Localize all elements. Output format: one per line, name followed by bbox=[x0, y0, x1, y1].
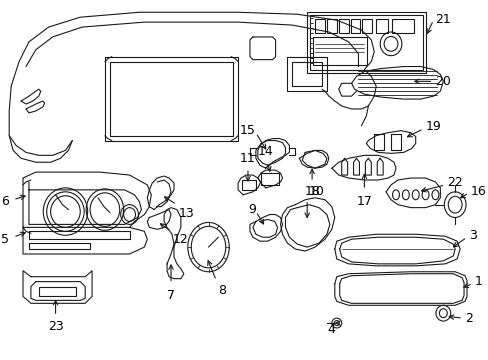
Bar bbox=[306, 12, 425, 73]
Bar bbox=[375, 19, 387, 33]
Text: 15: 15 bbox=[240, 124, 255, 137]
Bar bbox=[314, 19, 324, 33]
Text: 12: 12 bbox=[173, 233, 188, 246]
Bar bbox=[391, 19, 413, 33]
Bar bbox=[309, 15, 422, 71]
Bar bbox=[39, 287, 76, 296]
Text: 9: 9 bbox=[247, 203, 255, 216]
Text: 11: 11 bbox=[240, 152, 255, 165]
Text: 22: 22 bbox=[447, 176, 462, 189]
Bar bbox=[242, 180, 255, 190]
Text: 18: 18 bbox=[305, 185, 321, 198]
Text: 21: 21 bbox=[434, 13, 450, 26]
Text: 17: 17 bbox=[356, 195, 371, 208]
Text: 14: 14 bbox=[257, 145, 273, 158]
Text: 5: 5 bbox=[1, 233, 9, 246]
Text: 8: 8 bbox=[218, 284, 226, 297]
Text: 3: 3 bbox=[468, 229, 476, 242]
Bar bbox=[350, 19, 360, 33]
Bar bbox=[338, 19, 348, 33]
Text: 4: 4 bbox=[326, 324, 334, 337]
Bar bbox=[312, 37, 366, 64]
Text: 7: 7 bbox=[167, 288, 175, 302]
Text: 6: 6 bbox=[1, 195, 9, 208]
Text: 13: 13 bbox=[179, 207, 194, 220]
Text: 1: 1 bbox=[474, 275, 482, 288]
Bar bbox=[260, 173, 278, 185]
Bar bbox=[326, 19, 336, 33]
Text: 23: 23 bbox=[48, 320, 63, 333]
Text: 16: 16 bbox=[470, 185, 486, 198]
Bar bbox=[362, 19, 371, 33]
Text: 20: 20 bbox=[434, 75, 450, 88]
Text: 19: 19 bbox=[425, 120, 441, 133]
Text: 2: 2 bbox=[464, 312, 472, 325]
Text: 10: 10 bbox=[308, 185, 325, 198]
